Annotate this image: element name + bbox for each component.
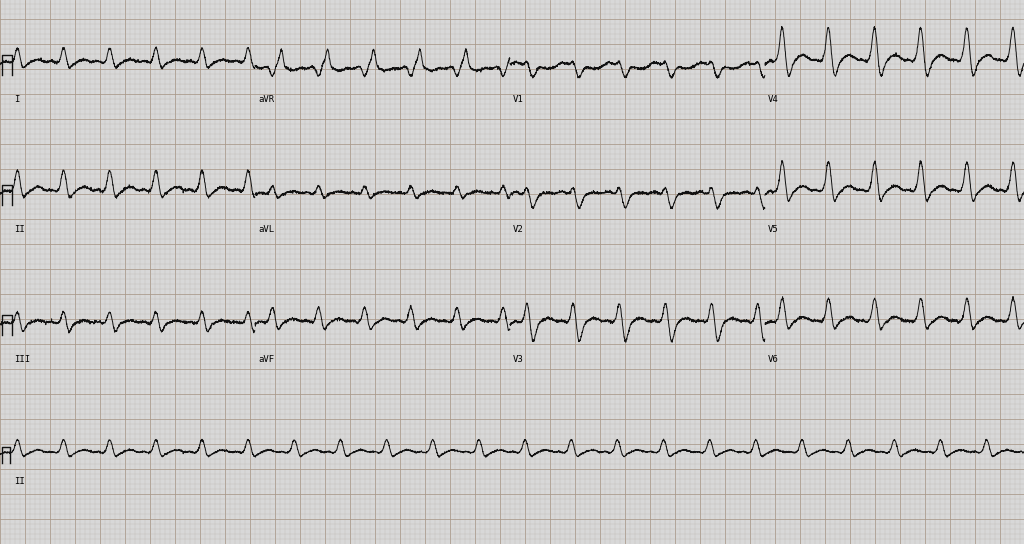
Text: V5: V5 xyxy=(768,225,778,234)
Text: aVF: aVF xyxy=(258,355,274,364)
Text: aVR: aVR xyxy=(258,95,274,104)
Text: V4: V4 xyxy=(768,95,778,104)
Text: V6: V6 xyxy=(768,355,778,364)
Text: II: II xyxy=(14,225,25,234)
Text: I: I xyxy=(14,95,19,104)
Text: V1: V1 xyxy=(513,95,523,104)
Text: III: III xyxy=(14,355,30,364)
Text: aVL: aVL xyxy=(258,225,274,234)
Text: V2: V2 xyxy=(513,225,523,234)
Text: II: II xyxy=(14,477,25,486)
Text: V3: V3 xyxy=(513,355,523,364)
